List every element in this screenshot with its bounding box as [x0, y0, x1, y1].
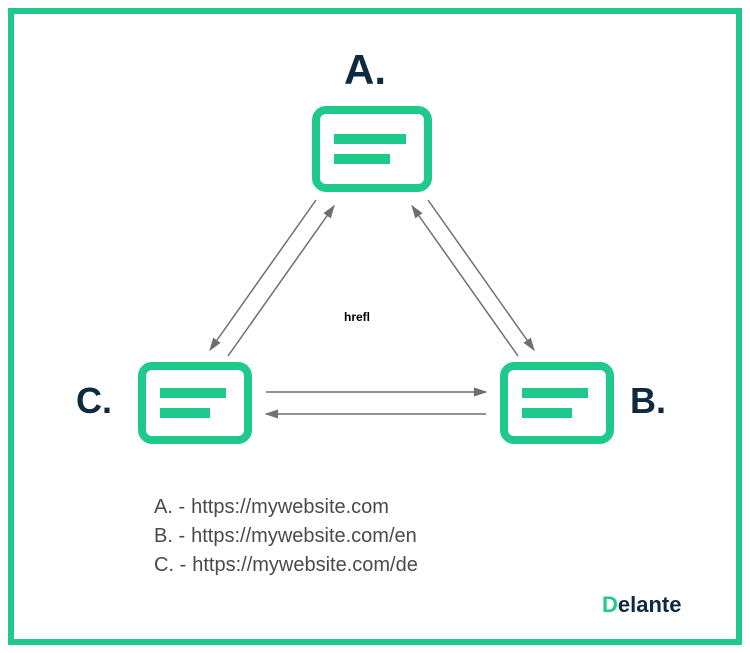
legend-key: C. -: [154, 554, 186, 577]
brand-logo: Delante: [602, 592, 681, 618]
node-label-b: B.: [630, 380, 666, 422]
legend-row: A. - https://mywebsite.com: [154, 496, 418, 519]
legend-row: C. - https://mywebsite.com/de: [154, 554, 418, 577]
node-label-c: C.: [76, 380, 112, 422]
legend-key: B. -: [154, 525, 185, 548]
diagram-canvas: A. B. C. hrefl A. - https://mywebsite.co…: [14, 14, 736, 639]
page-icon-b: [500, 362, 614, 444]
legend: A. - https://mywebsite.com B. - https://…: [154, 496, 418, 583]
icon-bar: [334, 134, 406, 144]
page-icon-a: [312, 106, 432, 192]
icon-bar: [334, 154, 390, 164]
logo-rest: elante: [618, 592, 682, 617]
legend-value: https://mywebsite.com/de: [192, 554, 418, 577]
node-label-a: A.: [344, 46, 386, 94]
legend-value: https://mywebsite.com: [191, 496, 389, 519]
icon-bar: [522, 408, 572, 418]
legend-key: A. -: [154, 496, 185, 519]
legend-value: https://mywebsite.com/en: [191, 525, 417, 548]
icon-bar: [160, 408, 210, 418]
logo-accent-letter: D: [602, 592, 618, 617]
center-label: hrefl: [344, 310, 370, 324]
icon-bar: [160, 388, 226, 398]
legend-row: B. - https://mywebsite.com/en: [154, 525, 418, 548]
icon-bar: [522, 388, 588, 398]
page-icon-c: [138, 362, 252, 444]
